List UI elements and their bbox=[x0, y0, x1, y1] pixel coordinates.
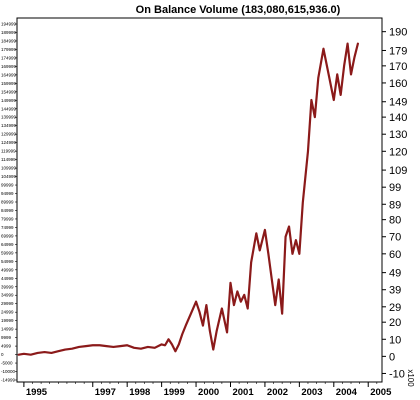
right-tick-label: 190 bbox=[389, 27, 407, 39]
left-tick-label: 114999 bbox=[1, 157, 16, 162]
right-tick-label: 130 bbox=[389, 129, 407, 141]
right-tick-label: 10 bbox=[389, 334, 401, 346]
left-tick-label: 164999 bbox=[1, 72, 17, 77]
left-tick-label: 9999 bbox=[1, 335, 12, 340]
left-tick-label: 144999 bbox=[1, 106, 17, 111]
left-tick-label: 134999 bbox=[1, 123, 17, 128]
x-tick-label: 2002 bbox=[267, 387, 288, 398]
right-tick-label: 170 bbox=[389, 61, 407, 73]
chart-title: On Balance Volume (183,080,615,936.0) bbox=[136, 4, 341, 16]
right-tick-label: 0 bbox=[389, 351, 395, 363]
left-tick-label: 184999 bbox=[1, 38, 17, 43]
x-tick-label: 1995 bbox=[26, 387, 48, 398]
right-tick-label: 140 bbox=[389, 112, 407, 124]
left-tick-label: 14999 bbox=[1, 327, 14, 332]
x-axis: 1995 1997 1998 1999 2000 2001 2002 2003 2004 2005 bbox=[23, 382, 392, 398]
left-tick-label: 19999 bbox=[1, 318, 14, 323]
left-tick-label: 29999 bbox=[1, 301, 14, 306]
left-tick-label: 44999 bbox=[1, 276, 14, 281]
x-tick-label: 1999 bbox=[164, 387, 185, 398]
left-tick-label: 39999 bbox=[1, 284, 14, 289]
left-tick-label: 194999 bbox=[1, 22, 17, 27]
right-tick-label: 109 bbox=[389, 165, 407, 177]
right-tick-label: 99 bbox=[389, 182, 401, 194]
right-tick-label: 70 bbox=[389, 232, 401, 244]
left-axis: 194999 189999 184999 179999 174999 169999 1649… bbox=[1, 22, 17, 383]
left-tick-label: 94999 bbox=[1, 191, 14, 196]
left-tick-label: 69999 bbox=[1, 233, 14, 238]
obv-series-line bbox=[17, 42, 359, 356]
right-tick-label: -10 bbox=[389, 368, 405, 380]
left-tick-label: 0 bbox=[1, 352, 4, 357]
left-tick-label: 64999 bbox=[1, 242, 14, 247]
x-tick-label: 2005 bbox=[370, 387, 392, 398]
left-tick-label: 24999 bbox=[1, 310, 14, 315]
left-tick-label: 99999 bbox=[1, 183, 14, 188]
right-tick-label: 120 bbox=[389, 146, 407, 158]
right-tick-label: 80 bbox=[389, 215, 401, 227]
right-tick-label: 149 bbox=[389, 97, 407, 109]
y-unit-note: x100 bbox=[406, 369, 415, 387]
left-tick-label: 169999 bbox=[1, 64, 17, 69]
left-tick-label: 104999 bbox=[1, 174, 17, 179]
x-tick-label: 2001 bbox=[232, 387, 254, 398]
right-tick-label: 89 bbox=[389, 199, 401, 211]
right-tick-label: 179 bbox=[389, 45, 407, 57]
left-tick-label: 4999 bbox=[1, 344, 12, 349]
left-tick-label: -10000 bbox=[1, 369, 16, 374]
right-tick-label: 20 bbox=[389, 317, 401, 329]
left-tick-label: 54999 bbox=[1, 259, 14, 264]
left-tick-label: 124999 bbox=[1, 140, 17, 145]
left-tick-label: 79999 bbox=[1, 216, 14, 221]
x-tick-label: 2003 bbox=[301, 387, 322, 398]
left-tick-label: 59999 bbox=[1, 250, 14, 255]
right-tick-label: 49 bbox=[389, 268, 401, 280]
x-tick-label: 1998 bbox=[129, 387, 150, 398]
left-tick-label: 109999 bbox=[1, 166, 17, 171]
left-tick-label: 174999 bbox=[1, 55, 17, 60]
left-tick-label: 189999 bbox=[1, 30, 17, 35]
right-axis: 190 179 170 160 149 140 130 120 109 99 89 80 70 60 49 3… bbox=[382, 27, 407, 380]
left-tick-label: 89999 bbox=[1, 200, 14, 205]
left-tick-label: 149999 bbox=[1, 98, 17, 103]
right-tick-label: 39 bbox=[389, 285, 401, 297]
right-tick-label: 60 bbox=[389, 249, 401, 261]
plot-frame bbox=[16, 17, 383, 383]
left-tick-label: 129999 bbox=[1, 132, 17, 137]
left-tick-label: 84999 bbox=[1, 208, 14, 213]
left-tick-label: -5000 bbox=[1, 361, 13, 366]
left-tick-label: 119999 bbox=[1, 149, 16, 154]
left-tick-label: 74999 bbox=[1, 225, 14, 230]
left-tick-label: 49999 bbox=[1, 267, 14, 272]
right-tick-label: 29 bbox=[389, 302, 401, 314]
left-tick-label: 154999 bbox=[1, 89, 17, 94]
x-tick-label: 1997 bbox=[95, 387, 116, 398]
series-layer bbox=[17, 42, 359, 356]
left-tick-label: 159999 bbox=[1, 81, 17, 86]
left-tick-label: -14999 bbox=[1, 378, 16, 383]
left-tick-label: 179999 bbox=[1, 47, 17, 52]
x-tick-label: 2000 bbox=[198, 387, 219, 398]
right-tick-label: 160 bbox=[389, 78, 407, 90]
left-tick-label: 34999 bbox=[1, 293, 14, 298]
x-tick-label: 2004 bbox=[336, 387, 358, 398]
left-tick-label: 139999 bbox=[1, 115, 17, 120]
